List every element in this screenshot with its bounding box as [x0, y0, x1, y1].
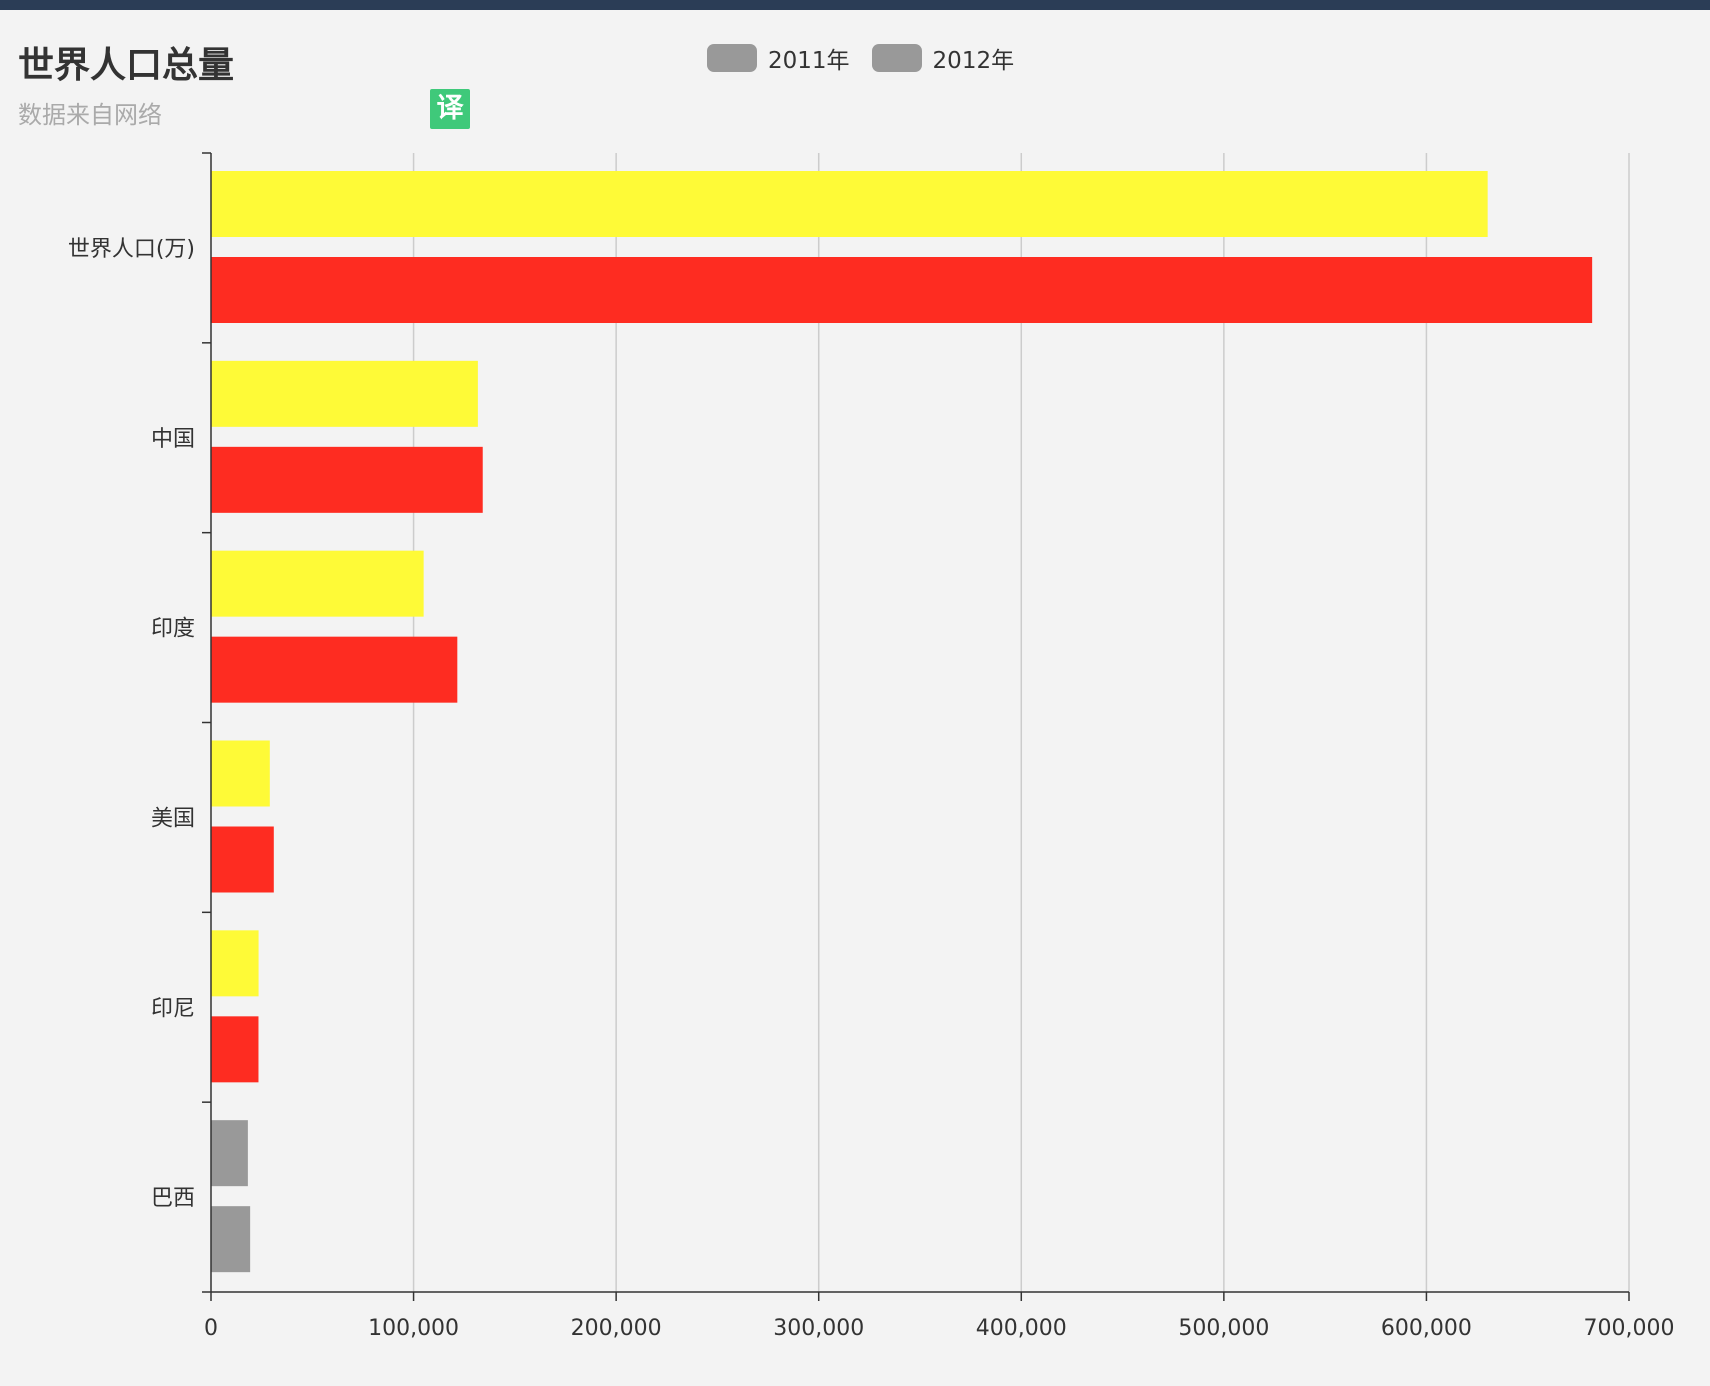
y-category-label: 印度	[151, 617, 195, 642]
x-tick-label: 0	[204, 1316, 218, 1341]
y-category-label: 印尼	[151, 996, 195, 1021]
x-tick-label: 400,000	[976, 1316, 1067, 1341]
legend: 2011年 2012年	[707, 41, 1036, 75]
bar-2011	[211, 550, 424, 617]
bar-2012	[211, 826, 274, 893]
legend-swatch-2011	[707, 44, 757, 72]
translate-button[interactable]: 译	[430, 89, 470, 129]
bar-2011	[211, 740, 270, 807]
x-tick-label: 300,000	[773, 1316, 864, 1341]
y-category-label: 巴西	[151, 1186, 195, 1211]
bar-2012	[211, 1206, 251, 1273]
x-tick-label: 700,000	[1584, 1316, 1675, 1341]
x-tick-label: 600,000	[1381, 1316, 1472, 1341]
bar-2012	[211, 636, 458, 703]
legend-label-2012: 2012年	[932, 48, 1015, 74]
bar-2012	[211, 1016, 259, 1083]
legend-label-2011: 2011年	[768, 48, 850, 74]
bar-2012	[211, 257, 1593, 323]
top-color-strip	[0, 0, 1710, 10]
bar-2011	[211, 171, 1488, 237]
legend-swatch-2012	[871, 44, 922, 72]
x-tick-label: 500,000	[1178, 1316, 1269, 1341]
x-tick-label: 100,000	[368, 1316, 459, 1341]
y-category-label: 世界人口(万)	[68, 237, 195, 262]
bar-2012	[211, 446, 483, 513]
y-category-label: 中国	[151, 427, 195, 452]
chart-title: 世界人口总量	[18, 45, 235, 86]
x-tick-label: 200,000	[571, 1316, 662, 1341]
legend-item-2012[interactable]: 2012年	[871, 41, 1015, 75]
bar-2011	[211, 360, 478, 427]
bar-2011	[211, 930, 259, 997]
bar-2011	[211, 1120, 248, 1187]
legend-item-2011[interactable]: 2011年	[707, 41, 850, 75]
y-category-label: 美国	[151, 806, 195, 831]
chart-subtitle: 数据来自网络	[18, 101, 162, 129]
